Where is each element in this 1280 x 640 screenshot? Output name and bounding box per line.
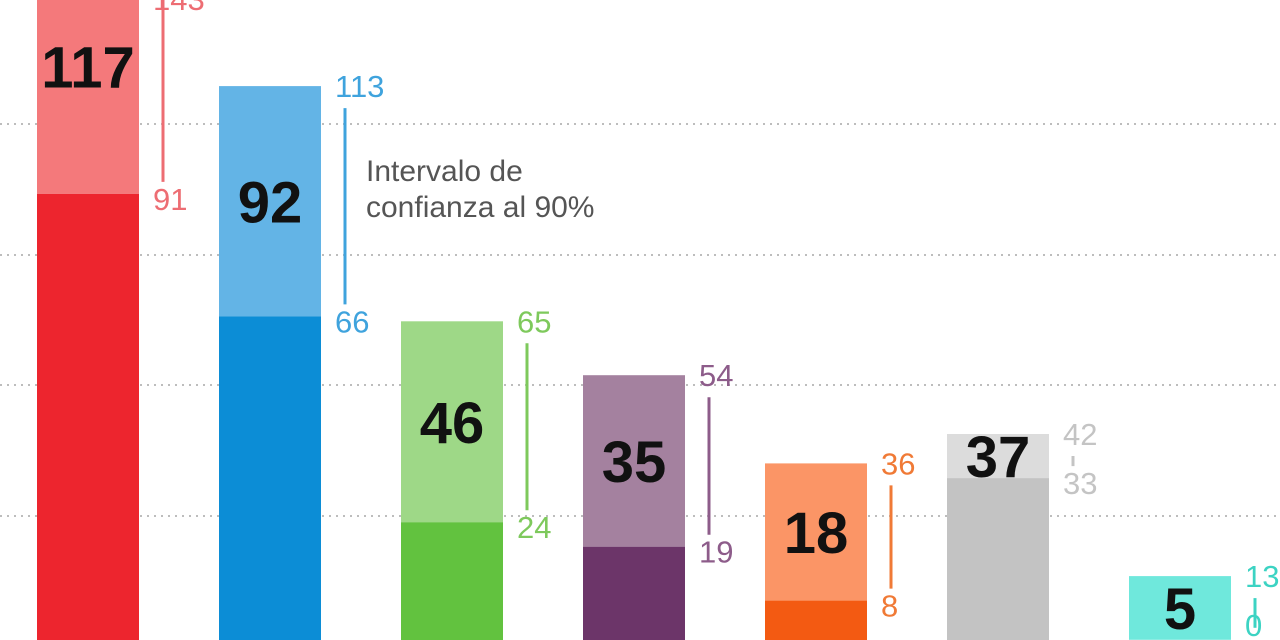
bar-interval-5 <box>765 463 867 601</box>
bar-low-1 <box>37 193 139 640</box>
bar-interval-3 <box>401 321 503 523</box>
bar-low-5 <box>765 600 867 640</box>
bar-interval-1 <box>37 0 139 194</box>
estimate-label-7: 5 <box>1164 577 1196 640</box>
confidence-interval-note: Intervalo de confianza al 90% <box>366 155 595 224</box>
estimate-label-1: 117 <box>41 36 135 101</box>
bar-group-7: 5 13 0 <box>1129 559 1279 640</box>
estimate-label-5: 18 <box>784 501 849 566</box>
bar-group-3: 46 65 24 <box>401 304 551 640</box>
interval-low-label-6: 33 <box>1063 466 1097 501</box>
bar-group-4: 35 54 19 <box>583 358 733 640</box>
bar-group-1: 117 143 91 <box>37 0 205 640</box>
bar-low-4 <box>583 546 685 640</box>
interval-high-label-3: 65 <box>517 304 551 339</box>
bar-interval-7 <box>1129 576 1231 640</box>
note-line-1: Intervalo de <box>366 155 523 188</box>
note-line-2: confianza al 90% <box>366 191 595 224</box>
interval-high-label-7: 13 <box>1245 559 1279 594</box>
bar-low-6 <box>947 478 1049 640</box>
interval-high-label-1: 143 <box>153 0 205 17</box>
bar-group-2: 92 113 66 <box>219 69 384 640</box>
bar-low-3 <box>401 522 503 640</box>
interval-high-label-6: 42 <box>1063 417 1097 452</box>
bar-group-5: 18 36 8 <box>765 446 915 640</box>
interval-low-label-5: 8 <box>881 589 898 624</box>
bar-interval-4 <box>583 375 685 547</box>
interval-low-label-1: 91 <box>153 182 187 217</box>
interval-low-label-3: 24 <box>517 510 551 545</box>
estimate-label-3: 46 <box>420 391 485 456</box>
interval-low-label-4: 19 <box>699 535 733 570</box>
estimate-label-2: 92 <box>238 170 303 235</box>
interval-low-label-7: 0 <box>1245 608 1262 640</box>
interval-high-label-2: 113 <box>335 69 384 104</box>
estimate-label-4: 35 <box>602 430 667 495</box>
bar-low-2 <box>219 316 321 640</box>
bar-group-6: 37 42 33 <box>947 417 1097 640</box>
interval-high-label-4: 54 <box>699 358 733 393</box>
interval-low-label-2: 66 <box>335 304 369 339</box>
estimate-label-6: 37 <box>966 425 1031 490</box>
bars: 117 143 91 92 113 66 46 65 24 35 54 19 18 36 8 37 42 33 5 1… <box>37 0 1279 640</box>
bar-interval-2 <box>219 86 321 317</box>
bar-interval-6 <box>947 434 1049 479</box>
interval-high-label-5: 36 <box>881 446 915 481</box>
